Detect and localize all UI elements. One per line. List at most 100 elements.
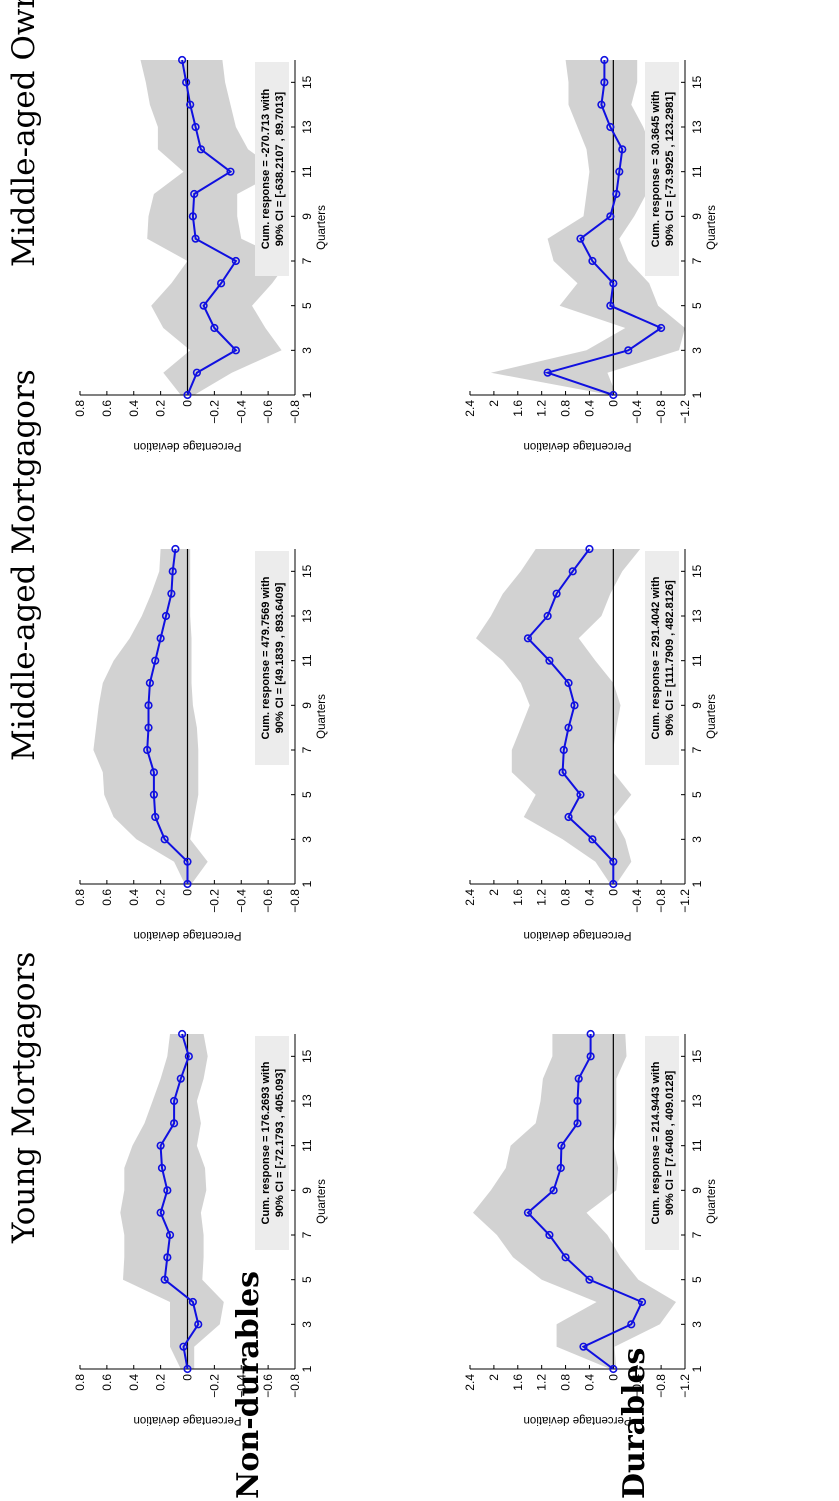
data-point	[612, 189, 621, 199]
data-point	[609, 857, 618, 866]
x-tick-label: 3	[300, 836, 314, 843]
x-tick-label: 9	[690, 1187, 704, 1194]
data-point	[151, 812, 160, 822]
data-point	[574, 1074, 583, 1083]
y-tick-label: 2.4	[463, 400, 477, 417]
y-axis-label: Percentage deviation	[523, 1414, 631, 1426]
y-axis-label: Percentage deviation	[523, 440, 631, 452]
y-tick-label: −0.8	[654, 400, 668, 424]
confidence-band	[93, 549, 208, 884]
chart-panel: −1.2−0.8−0.400.40.81.21.622.413579111315…	[463, 55, 718, 452]
y-tick-label: 0.6	[100, 889, 114, 906]
data-point	[600, 55, 609, 65]
data-point	[637, 1297, 647, 1307]
x-tick-label: 13	[690, 609, 704, 623]
x-tick-label: 5	[300, 1276, 314, 1283]
data-point	[609, 879, 618, 889]
series-line	[146, 548, 189, 884]
data-point	[169, 1096, 179, 1106]
data-point	[168, 567, 177, 576]
y-axis-label: Percentage deviation	[523, 929, 631, 941]
data-point	[165, 1230, 175, 1240]
annotation-text: Cum. response = 176.2693 with	[260, 1061, 272, 1224]
data-point	[210, 323, 219, 333]
x-axis-label: Quarters	[706, 1179, 718, 1224]
y-tick-label: 0	[181, 889, 195, 896]
x-tick-label: 7	[300, 1231, 314, 1238]
x-tick-label: 11	[300, 654, 314, 667]
data-point	[192, 368, 202, 377]
data-point	[156, 634, 165, 643]
x-tick-label: 5	[690, 1276, 704, 1283]
y-tick-label: 0	[606, 400, 620, 407]
x-tick-label: 7	[300, 257, 314, 264]
x-tick-label: 11	[300, 1139, 314, 1152]
data-point	[609, 1364, 618, 1374]
y-tick-label: −1.2	[678, 889, 692, 913]
y-tick-label: 2	[487, 889, 501, 896]
annotation-text: 90% CI = [49.1839 , 893.6409]	[274, 582, 286, 733]
data-point	[144, 723, 153, 732]
y-tick-label: 0.2	[154, 889, 168, 906]
data-point	[561, 1253, 570, 1262]
chart-panel: −0.8−0.6−0.4−0.200.20.40.60.813579111315…	[73, 544, 328, 941]
chart-panel: −0.8−0.6−0.4−0.200.20.40.60.813579111315…	[73, 55, 328, 452]
y-tick-label: −0.6	[261, 889, 275, 913]
y-tick-label: −0.8	[288, 889, 302, 913]
data-point	[627, 1320, 636, 1329]
y-tick-label: −0.8	[288, 400, 302, 424]
data-point	[576, 234, 585, 243]
y-tick-label: 1.6	[511, 400, 525, 417]
confidence-band	[120, 1034, 224, 1369]
data-point	[183, 1364, 192, 1374]
data-point	[549, 1186, 558, 1195]
data-point	[157, 1163, 167, 1173]
x-tick-label: 13	[300, 120, 314, 134]
chart-panel: −1.2−0.8−0.400.40.81.21.622.413579111315…	[463, 544, 718, 941]
data-point	[186, 100, 195, 109]
data-point	[564, 723, 573, 732]
data-point	[600, 78, 609, 87]
data-point	[606, 212, 615, 221]
x-axis-label: Quarters	[316, 205, 328, 250]
y-tick-label: 0.8	[73, 1374, 87, 1391]
x-tick-label: 11	[690, 1139, 704, 1152]
data-point	[657, 323, 666, 333]
annotation-text: 90% CI = [7.6408 , 409.0128]	[664, 1070, 676, 1215]
data-point	[182, 78, 191, 87]
data-point	[559, 745, 568, 755]
y-tick-label: −0.4	[630, 1374, 644, 1398]
data-point	[191, 122, 200, 132]
annotation-box	[645, 551, 679, 765]
data-point	[191, 234, 200, 243]
data-point	[552, 589, 561, 598]
column-title-young-mortgagors: Young Mortgagors	[6, 952, 42, 1244]
chart-panel: −0.8−0.6−0.4−0.200.20.40.60.813579111315…	[73, 1029, 328, 1426]
series-line	[181, 59, 238, 396]
data-point	[573, 1119, 582, 1128]
data-point	[151, 656, 160, 665]
y-tick-label: 0	[181, 400, 195, 407]
data-point	[144, 701, 153, 710]
y-tick-label: 0.4	[127, 889, 141, 906]
x-tick-label: 15	[690, 1049, 704, 1063]
x-axis-label: Quarters	[316, 694, 328, 739]
y-tick-label: 0.8	[559, 1374, 573, 1391]
annotation-text: 90% CI = [-72.1793 , 405.093]	[274, 1069, 286, 1218]
y-tick-label: 0.8	[73, 889, 87, 906]
data-point	[196, 145, 206, 154]
y-tick-label: −0.6	[261, 1374, 275, 1398]
x-tick-label: 1	[690, 391, 704, 398]
y-tick-label: 1.2	[535, 400, 549, 417]
x-tick-label: 11	[690, 165, 704, 178]
y-tick-label: −0.4	[630, 889, 644, 913]
data-point	[557, 1141, 566, 1150]
data-point	[606, 301, 615, 310]
data-point	[226, 167, 235, 176]
data-point	[199, 301, 208, 310]
data-point	[231, 256, 240, 266]
data-point	[149, 790, 159, 799]
data-point	[570, 701, 579, 710]
x-tick-label: 11	[300, 165, 314, 178]
